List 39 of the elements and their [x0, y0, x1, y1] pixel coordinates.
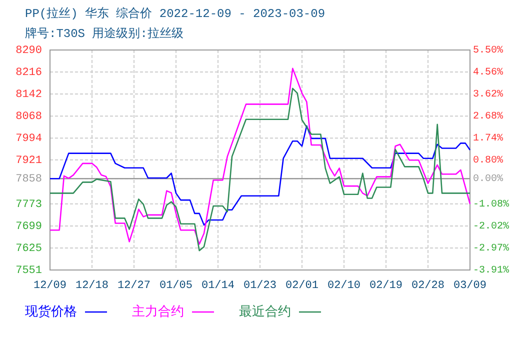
legend-label: 现货价格	[25, 304, 77, 320]
y-tick-label: 7551	[16, 264, 42, 277]
y2-tick-label: 0.80%	[473, 156, 504, 167]
x-tick-label: 12/18	[75, 280, 109, 292]
legend-label: 主力合约	[132, 303, 184, 320]
y2-tick-label: 4.56%	[473, 68, 504, 79]
y2-tick-label: 0.00%	[473, 174, 504, 186]
y2-tick-label: -2.02%	[473, 221, 510, 232]
x-tick-label: 12/09	[33, 280, 67, 292]
y-tick-label: 7921	[16, 154, 42, 167]
chart-title: PP(拉丝) 华东 综合价 2022-12-09 - 2023-03-09	[25, 6, 326, 21]
y-tick-label: 8068	[16, 110, 42, 123]
x-tick-label: 02/10	[327, 280, 361, 292]
y-tick-label: 7699	[16, 220, 42, 233]
y2-tick-label: 5.50%	[473, 46, 504, 57]
x-tick-label: 02/01	[285, 280, 319, 292]
y-tick-label: 8216	[16, 66, 42, 79]
y2-tick-label: 3.62%	[473, 90, 504, 101]
legend-label: 最近合约	[239, 304, 291, 320]
line-series	[49, 125, 471, 226]
x-tick-label: 01/05	[159, 280, 193, 292]
y2-tick-label: -1.08%	[473, 199, 510, 210]
y2-tick-label: 1.74%	[473, 134, 504, 145]
y2-tick-label: -3.91%	[473, 266, 510, 277]
y-tick-label: 8290	[16, 44, 42, 57]
chart-subtitle: 牌号:T30S 用途级别:拉丝级	[25, 27, 184, 41]
y-tick-label: 7773	[16, 198, 42, 211]
y-tick-label: 7625	[16, 242, 42, 255]
x-tick-label: 02/28	[411, 280, 445, 292]
y-tick-label: 8142	[16, 88, 42, 101]
x-tick-label: 01/23	[243, 280, 277, 292]
x-tick-label: 12/27	[117, 280, 151, 292]
x-tick-label: 02/19	[369, 280, 403, 292]
y2-tick-label: -2.97%	[473, 244, 510, 255]
y-tick-label: 7994	[16, 133, 42, 146]
x-tick-label: 03/09	[453, 280, 487, 292]
x-tick-label: 01/14	[201, 280, 235, 292]
y-tick-label: 7858	[16, 174, 42, 186]
y2-tick-label: 2.68%	[473, 112, 504, 123]
